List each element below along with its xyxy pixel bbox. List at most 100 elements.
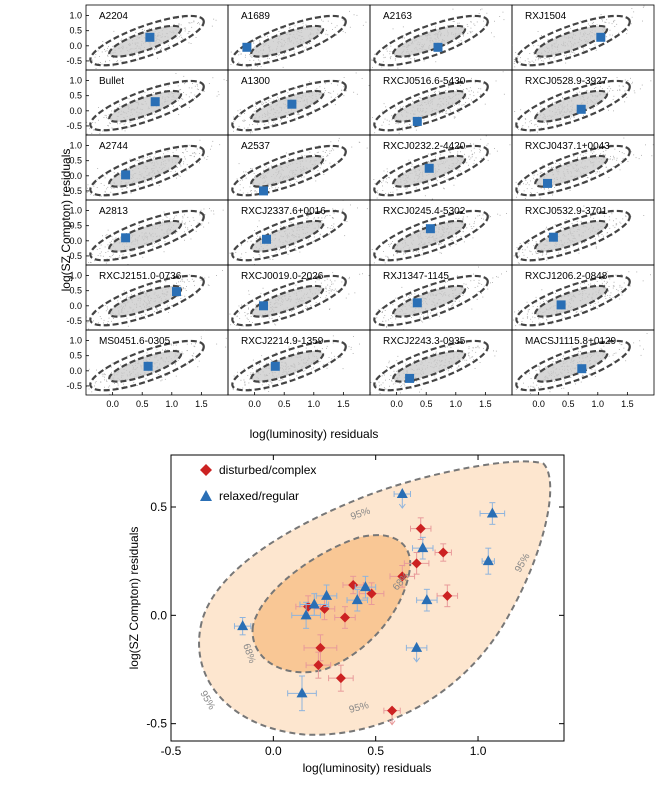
scatter-point [605, 36, 607, 38]
scatter-point [328, 290, 330, 291]
scatter-point [200, 225, 202, 226]
scatter-point [392, 28, 394, 30]
scatter-point [286, 226, 287, 227]
scatter-point [319, 273, 321, 275]
scatter-point [404, 122, 406, 124]
scatter-point [460, 235, 462, 237]
scatter-point [332, 272, 334, 274]
scatter-point [251, 168, 253, 169]
scatter-point [184, 82, 186, 84]
scatter-point [601, 234, 603, 235]
scatter-point [631, 83, 633, 85]
panel: RXJ1504 [511, 4, 655, 71]
scatter-point [122, 255, 124, 257]
scatter-point [540, 171, 542, 173]
scatter-point [595, 172, 597, 174]
scatter-point [631, 8, 633, 9]
scatter-point [316, 152, 318, 154]
scatter-point [405, 99, 406, 101]
scatter-point [393, 254, 394, 256]
scatter-point [606, 232, 608, 234]
scatter-point [114, 238, 116, 240]
scatter-point [427, 312, 428, 314]
scatter-point [414, 58, 416, 60]
scatter-point [474, 152, 475, 154]
scatter-point [602, 154, 604, 156]
scatter-point [229, 218, 230, 219]
scatter-point [111, 187, 113, 189]
scatter-point [517, 193, 519, 195]
scatter-point [459, 83, 461, 85]
scatter-point [239, 180, 241, 181]
scatter-point [552, 194, 553, 196]
panel: RXCJ0516.6-5430 [369, 69, 513, 136]
scatter-point [354, 292, 356, 294]
contour-95 [231, 144, 347, 197]
scatter-point [254, 190, 256, 192]
scatter-point [492, 282, 493, 283]
scatter-point [614, 148, 616, 150]
scatter-point [332, 283, 334, 285]
scatter-point [548, 167, 550, 169]
panel-title: RXCJ0019.0-2026 [241, 271, 324, 282]
scatter-point [530, 251, 532, 253]
scatter-point [155, 307, 157, 309]
scatter-point [565, 121, 567, 123]
scatter-point [283, 226, 284, 227]
scatter-point [120, 60, 122, 62]
scatter-point [166, 107, 168, 109]
scatter-point [632, 81, 633, 83]
scatter-point [226, 80, 228, 81]
scatter-point [405, 321, 407, 323]
cluster-marker [121, 170, 131, 180]
scatter-point [193, 155, 195, 157]
scatter-point [193, 152, 195, 154]
scatter-point [243, 119, 245, 121]
scatter-point [180, 280, 182, 282]
scatter-point [318, 279, 320, 281]
scatter-point [184, 231, 185, 233]
scatter-point [337, 93, 339, 95]
scatter-point [402, 130, 404, 132]
scatter-point [421, 313, 422, 315]
scatter-point [188, 42, 190, 44]
scatter-point [298, 113, 299, 115]
scatter-point [505, 152, 506, 153]
scatter-point [324, 152, 326, 153]
scatter-point [509, 266, 510, 267]
scatter-point [106, 306, 108, 308]
scatter-point [135, 31, 137, 33]
scatter-point [594, 44, 596, 46]
scatter-point [463, 241, 465, 243]
scatter-point [58, 130, 59, 131]
scatter-point [504, 187, 505, 188]
scatter-point [468, 155, 470, 157]
scatter-point [248, 293, 250, 295]
scatter-point [569, 161, 571, 163]
scatter-point [535, 59, 537, 61]
scatter-point [570, 50, 572, 52]
scatter-point [212, 254, 213, 255]
scatter-point [223, 319, 224, 320]
scatter-point [620, 222, 622, 224]
scatter-point [199, 139, 201, 141]
scatter-point [271, 255, 272, 256]
scatter-point [273, 99, 275, 101]
panel-title: RXCJ0232.2-4420 [383, 141, 466, 152]
scatter-point [326, 233, 327, 234]
scatter-point [462, 218, 464, 220]
scatter-point [577, 156, 578, 158]
scatter-point [517, 262, 519, 264]
scatter-point [626, 90, 628, 91]
scatter-point [404, 37, 405, 39]
scatter-point [438, 90, 440, 92]
scatter-point [104, 190, 106, 192]
scatter-point [323, 276, 324, 278]
scatter-point [579, 20, 581, 22]
scatter-point [415, 129, 417, 131]
scatter-point [307, 108, 308, 110]
scatter-point [111, 240, 112, 242]
scatter-point [468, 288, 469, 289]
scatter-point [408, 296, 410, 298]
scatter-point [306, 211, 307, 213]
